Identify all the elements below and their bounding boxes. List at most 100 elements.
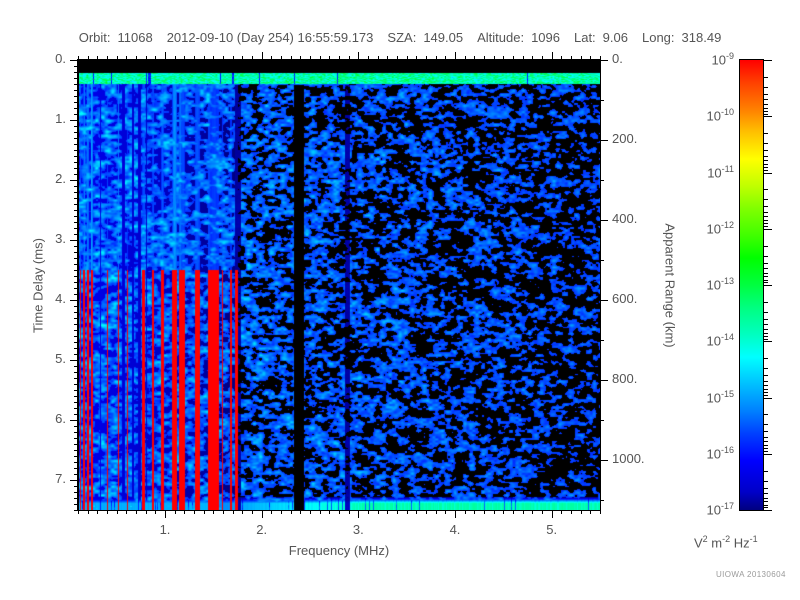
y-tick-left	[74, 396, 78, 397]
x-tick-top	[97, 56, 98, 60]
y-tick-left	[74, 486, 78, 487]
x-tick-minor	[465, 510, 466, 514]
y-tick-left	[74, 306, 78, 307]
colorbar-tick-label: 10-12	[706, 220, 734, 237]
y-tick-left	[74, 366, 78, 367]
y-tick-left	[74, 288, 78, 289]
colorbar-tick-minor	[763, 488, 768, 489]
x-tick-top	[571, 56, 572, 60]
colorbar-tick-major	[763, 173, 772, 174]
orbit-value: 11068	[117, 30, 153, 45]
y-tick-left	[74, 390, 78, 391]
x-tick-minor	[532, 510, 533, 514]
colorbar-tick-major	[763, 398, 772, 399]
x-tick-top	[494, 56, 495, 60]
x-tick-top	[445, 56, 446, 60]
spectrogram-plot-area	[77, 59, 601, 511]
y-right-tick-label: 400.	[612, 211, 638, 227]
colorbar-tick-minor	[763, 263, 768, 264]
y-tick-left	[74, 510, 78, 511]
y-tick-left	[74, 330, 78, 331]
y-tick-left	[74, 402, 78, 403]
y-tick-left	[74, 174, 78, 175]
x-tick-top	[291, 56, 292, 60]
colorbar-tick-minor	[763, 312, 768, 313]
y-tick-right	[600, 380, 608, 381]
x-tick-minor	[561, 510, 562, 514]
y-tick-left	[74, 378, 78, 379]
y-tick-right	[600, 60, 608, 61]
x-tick-minor	[339, 510, 340, 514]
x-tick-minor	[136, 510, 137, 514]
colorbar-tick-minor	[763, 505, 768, 506]
colorbar-tick-minor	[763, 333, 768, 334]
colorbar-tick-major	[763, 454, 772, 455]
y-tick-left	[74, 150, 78, 151]
y-tick-left	[74, 132, 78, 133]
y-right-tick-label: 600.	[612, 291, 638, 307]
x-tick-top	[329, 56, 330, 60]
y-tick-left	[74, 102, 78, 103]
y-left-tick-label: 5.	[55, 351, 66, 366]
y-tick-left	[74, 228, 78, 229]
y-tick-left	[74, 234, 78, 235]
x-tick-top	[474, 56, 475, 60]
y-right-tick-label: 1000.	[612, 451, 645, 467]
colorbar-tick-minor	[763, 302, 768, 303]
x-tick-minor	[310, 510, 311, 514]
colorbar-tick-minor	[763, 424, 768, 425]
x-tick-minor	[155, 510, 156, 514]
x-tick-minor	[300, 510, 301, 514]
x-tick-top	[78, 56, 79, 60]
y-tick-left	[74, 156, 78, 157]
lat-label: Lat:	[573, 30, 596, 45]
x-tick-minor	[329, 510, 330, 514]
y-tick-left	[74, 222, 78, 223]
x-tick-minor	[484, 510, 485, 514]
x-tick-top	[165, 52, 166, 60]
colorbar-tick-minor	[763, 381, 768, 382]
colorbar-tick-label: 10-11	[707, 164, 734, 181]
x-tick-minor	[349, 510, 350, 514]
colorbar-tick-minor	[763, 451, 768, 452]
colorbar-tick-major	[763, 116, 772, 117]
x-tick-minor	[223, 510, 224, 514]
x-tick-minor	[242, 510, 243, 514]
x-tick-minor	[184, 510, 185, 514]
x-tick-top	[455, 52, 456, 60]
x-tick-minor	[455, 510, 456, 518]
colorbar-tick-minor	[763, 114, 768, 115]
x-tick-top	[262, 52, 263, 60]
y-tick-left	[74, 216, 78, 217]
colorbar-tick-minor	[763, 282, 768, 283]
x-tick-top	[426, 56, 427, 60]
y-tick-left	[74, 264, 78, 265]
y-tick-left	[74, 468, 78, 469]
y-tick-left	[70, 360, 78, 361]
y-tick-left	[74, 438, 78, 439]
x-tick-top	[465, 56, 466, 60]
x-tick-minor	[474, 510, 475, 514]
x-tick-minor	[378, 510, 379, 514]
y-tick-left	[74, 204, 78, 205]
x-tick-minor	[407, 510, 408, 514]
colorbar-tick-major	[763, 341, 772, 342]
x-tick-top	[339, 56, 340, 60]
colorbar-tick-label: 10-14	[706, 332, 734, 349]
x-tick-top	[320, 56, 321, 60]
long-value: 318.49	[681, 30, 722, 45]
x-tick-top	[184, 56, 185, 60]
x-tick-top	[223, 56, 224, 60]
y-tick-left	[74, 426, 78, 427]
colorbar-tick-minor	[763, 167, 768, 168]
y-tick-right	[600, 340, 604, 341]
y-tick-left	[74, 294, 78, 295]
colorbar-tick-major	[763, 510, 772, 511]
x-tick-top	[542, 56, 543, 60]
x-tick-top	[271, 56, 272, 60]
y-tick-left	[74, 348, 78, 349]
colorbar-tick-minor	[763, 160, 768, 161]
y-tick-left	[74, 432, 78, 433]
y-tick-left	[74, 258, 78, 259]
x-tick-minor	[358, 510, 359, 518]
